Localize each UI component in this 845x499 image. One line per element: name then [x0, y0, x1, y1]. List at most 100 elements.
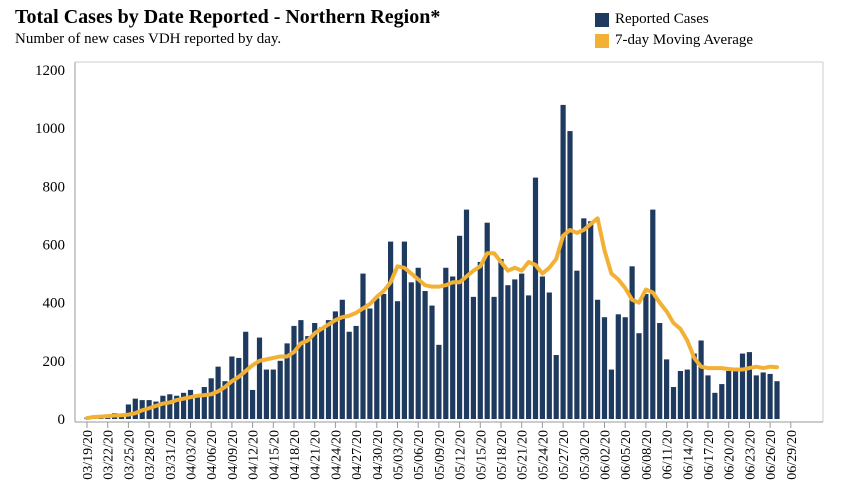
bar — [208, 378, 214, 419]
bar — [484, 222, 490, 419]
bar — [312, 323, 318, 419]
bar — [339, 299, 345, 419]
x-tick-label: 03/28/20 — [143, 430, 158, 480]
bar — [691, 353, 697, 419]
bar — [470, 296, 476, 419]
bar — [270, 369, 276, 419]
bar — [581, 218, 587, 419]
bar — [539, 276, 545, 419]
x-tick-label: 05/15/20 — [474, 430, 489, 480]
y-tick-label: 1200 — [35, 63, 65, 79]
x-tick-label: 03/31/20 — [164, 430, 179, 480]
bar — [636, 333, 642, 419]
bar — [291, 325, 297, 419]
bar — [263, 369, 269, 419]
bar — [325, 320, 332, 419]
bar — [457, 235, 463, 419]
chart-title: Total Cases by Date Reported - Northern … — [15, 6, 441, 28]
bar — [305, 336, 311, 419]
x-tick-label: 06/20/20 — [723, 430, 738, 480]
bar — [560, 104, 566, 420]
x-tick-label: 04/24/20 — [329, 430, 344, 480]
bar — [601, 317, 608, 419]
y-tick-label: 200 — [43, 354, 66, 370]
bar — [498, 259, 504, 419]
legend-label-average: 7-day Moving Average — [615, 32, 754, 48]
legend-item-average: 7-day Moving Average — [595, 30, 753, 51]
x-tick-label: 05/18/20 — [495, 430, 510, 480]
bar — [684, 369, 690, 419]
x-tick-label: 04/03/20 — [185, 430, 200, 480]
bar — [229, 356, 235, 419]
bar — [726, 371, 732, 419]
bar — [381, 293, 387, 419]
bar — [629, 266, 635, 419]
bar — [160, 395, 166, 419]
bar — [574, 270, 580, 419]
bar — [664, 359, 670, 419]
bar — [491, 296, 497, 419]
x-tick-label: 05/12/20 — [454, 430, 469, 480]
bar — [346, 331, 352, 419]
bar — [360, 273, 366, 419]
bar — [526, 295, 532, 419]
x-tick-label: 06/05/20 — [619, 430, 634, 480]
bar — [463, 209, 470, 419]
x-tick-label: 04/09/20 — [226, 430, 241, 480]
bar — [622, 317, 628, 419]
bar — [767, 373, 773, 419]
bar — [670, 387, 677, 419]
x-tick-label: 04/15/20 — [267, 430, 282, 480]
bar — [677, 371, 683, 419]
bar — [353, 325, 359, 419]
x-tick-label: 04/30/20 — [371, 430, 386, 480]
x-tick-label: 05/27/20 — [557, 430, 572, 480]
bar — [650, 209, 656, 419]
x-tick-label: 05/03/20 — [392, 430, 407, 480]
bar — [532, 177, 539, 419]
legend: Reported Cases 7-day Moving Average — [595, 9, 753, 51]
bar — [394, 301, 401, 419]
bar — [733, 371, 739, 419]
bar — [374, 298, 380, 419]
x-tick-label: 06/08/20 — [640, 430, 655, 480]
x-tick-label: 03/25/20 — [122, 430, 137, 480]
bar — [705, 375, 711, 420]
chart-subtitle: Number of new cases VDH reported by day. — [15, 31, 282, 47]
bar — [118, 416, 125, 419]
bar — [222, 381, 228, 419]
y-tick-label: 0 — [58, 412, 66, 428]
x-tick-label: 06/29/20 — [785, 430, 800, 480]
y-tick-label: 600 — [43, 238, 66, 254]
bar — [698, 340, 704, 419]
bar — [277, 360, 283, 419]
bar — [739, 353, 746, 419]
bar — [401, 241, 407, 419]
bar — [174, 395, 180, 419]
x-tick-label: 05/09/20 — [433, 430, 448, 480]
x-tick-label: 03/22/20 — [102, 430, 117, 480]
bar — [194, 395, 200, 419]
y-tick-label: 1000 — [35, 121, 65, 137]
bar — [429, 305, 435, 419]
bar — [746, 352, 752, 419]
bar — [388, 241, 394, 419]
bar — [167, 394, 173, 419]
bar — [408, 282, 414, 419]
bar — [643, 293, 649, 419]
legend-swatch-reported — [595, 12, 609, 27]
bar — [567, 131, 573, 419]
bar — [250, 389, 256, 419]
x-tick-label: 04/12/20 — [247, 430, 262, 480]
bar — [608, 369, 614, 419]
bar — [712, 392, 718, 419]
bar — [367, 308, 373, 419]
bar — [436, 344, 442, 419]
bar — [760, 372, 766, 419]
bar — [181, 392, 187, 419]
bar — [332, 311, 338, 419]
bar — [595, 299, 601, 419]
bar — [298, 320, 304, 419]
x-tick-label: 05/21/20 — [516, 430, 531, 480]
x-tick-label: 04/27/20 — [350, 430, 365, 480]
